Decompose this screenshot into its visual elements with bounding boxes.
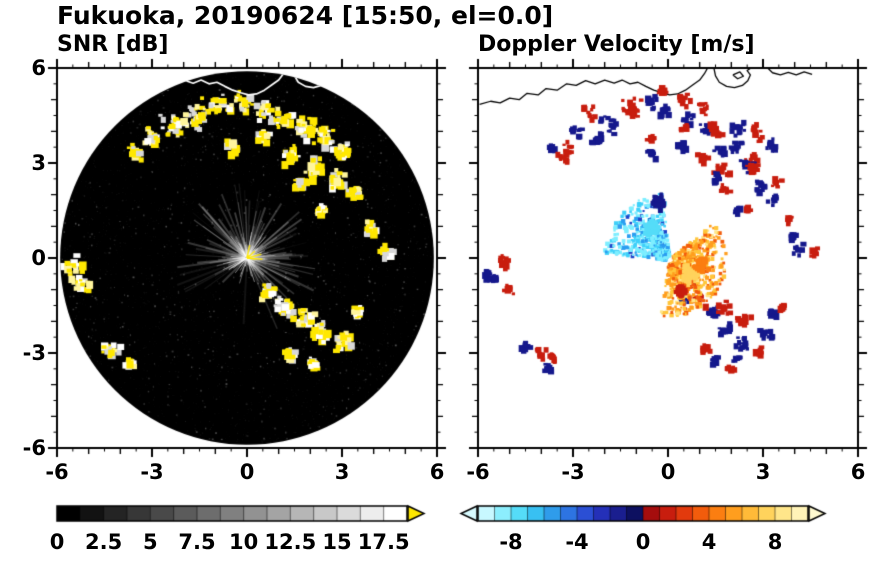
snr-colorbar-label: 0 [49, 530, 65, 554]
figure-title: Fukuoka, 20190624 [15:50, el=0.0] [57, 1, 554, 30]
x-tick-label: 6 [850, 460, 866, 484]
x-tick-label: 3 [755, 460, 771, 484]
x-tick-label: 6 [429, 460, 445, 484]
velocity-colorbar-label: 8 [767, 530, 783, 554]
x-tick-label: 3 [334, 460, 350, 484]
x-tick-label: 0 [239, 460, 255, 484]
snr-panel-title: SNR [dB] [57, 32, 169, 57]
velocity-colorbar-label: 0 [635, 530, 651, 554]
snr-colorbar-label: 10 [229, 530, 259, 554]
snr-colorbar-label: 5 [143, 530, 158, 554]
velocity-colorbar-label: -4 [565, 530, 589, 554]
y-tick-label: -3 [22, 341, 46, 365]
snr-colorbar-label: 17.5 [357, 530, 410, 554]
snr-colorbar-label: 2.5 [85, 530, 123, 554]
velocity-colorbar-label: 4 [701, 530, 717, 554]
x-tick-label: -6 [45, 460, 69, 484]
x-tick-label: -6 [466, 460, 490, 484]
x-tick-label: 0 [660, 460, 676, 484]
snr-colorbar-label: 12.5 [264, 530, 317, 554]
snr-colorbar-label: 15 [322, 530, 352, 554]
y-tick-label: 3 [31, 151, 46, 175]
x-tick-label: -3 [140, 460, 164, 484]
y-tick-label: 6 [31, 56, 46, 80]
y-tick-label: -6 [22, 436, 46, 460]
snr-colorbar-label: 7.5 [178, 530, 216, 554]
velocity-panel-title: Doppler Velocity [m/s] [478, 32, 755, 57]
velocity-colorbar-label: -8 [499, 530, 523, 554]
x-tick-label: -3 [561, 460, 585, 484]
y-tick-label: 0 [31, 246, 46, 270]
